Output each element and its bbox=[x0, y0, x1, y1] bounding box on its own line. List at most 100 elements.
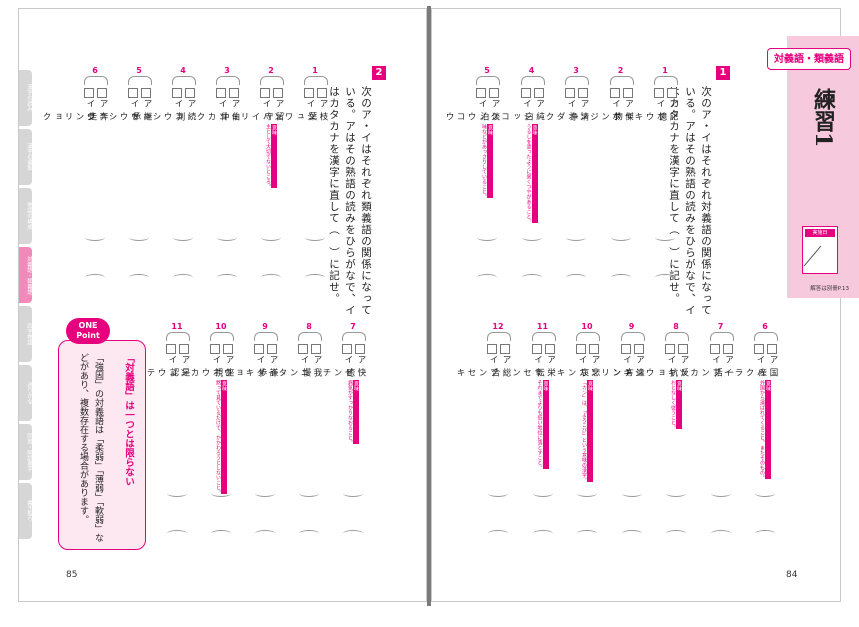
checkbox-icon[interactable] bbox=[767, 344, 777, 354]
checkbox-icon[interactable] bbox=[678, 344, 688, 354]
checkbox-icon[interactable] bbox=[709, 344, 720, 354]
choice-label: イ bbox=[710, 355, 721, 364]
choice-label: ア bbox=[268, 355, 278, 364]
item-number: 1 bbox=[662, 66, 668, 75]
checkbox-icon[interactable] bbox=[620, 344, 631, 354]
checkbox-icon[interactable] bbox=[317, 88, 327, 98]
checkbox-icon[interactable] bbox=[578, 88, 588, 98]
question-item: 12 ア総合 イブンセキ bbox=[455, 322, 511, 532]
checkbox-icon[interactable] bbox=[260, 88, 270, 98]
question-item: 5 ア淡泊 イノウコウ 意味 味などがあっさりしていること。 bbox=[444, 66, 500, 276]
choice-label: イ bbox=[261, 99, 271, 108]
meaning-text: 味などがあっさりしていること。 bbox=[481, 124, 487, 199]
checkbox-icon[interactable] bbox=[84, 88, 94, 98]
side-tab[interactable]: 書き取り bbox=[19, 483, 32, 539]
checkbox-icon[interactable] bbox=[476, 88, 486, 98]
choice-label: イ bbox=[217, 99, 227, 108]
item-number: 6 bbox=[92, 66, 98, 75]
date-box[interactable]: 実施日 bbox=[802, 226, 838, 274]
checkbox-icon[interactable] bbox=[489, 88, 499, 98]
checkbox-icon[interactable] bbox=[622, 88, 633, 98]
katakana-word: カンキ bbox=[555, 368, 587, 378]
checkbox-icon[interactable] bbox=[544, 344, 555, 354]
instruction-line: 次のア・イはそれぞれ類義語の関係になって bbox=[360, 86, 372, 316]
checkbox-icon[interactable] bbox=[166, 344, 176, 354]
side-tab[interactable]: 熟語の構成 bbox=[19, 188, 32, 244]
katakana-word: シュワン bbox=[272, 112, 315, 122]
question-item: 1 ア枝葉 イシュワン bbox=[272, 66, 328, 276]
side-tab[interactable]: 送りがな bbox=[19, 365, 32, 421]
katakana-word: ボンジン bbox=[577, 112, 621, 122]
choice-label: ア bbox=[723, 355, 734, 364]
checkbox-icon[interactable] bbox=[500, 344, 510, 354]
question-item: 9 ア謙歩 イダキョウ bbox=[222, 322, 278, 532]
checkbox-icon[interactable] bbox=[128, 88, 138, 98]
choice-label: ア bbox=[142, 99, 152, 108]
checkbox-icon[interactable] bbox=[179, 344, 189, 354]
checkbox-icon[interactable] bbox=[216, 88, 226, 98]
question-1-number: 1 bbox=[716, 66, 730, 80]
item-number: 9 bbox=[628, 322, 635, 331]
instruction-line: はカタカナを漢字に直して（ ）に記せ。 bbox=[668, 86, 680, 305]
checkbox-icon[interactable] bbox=[722, 344, 733, 354]
checkbox-icon[interactable] bbox=[531, 344, 542, 354]
question-item: 3 ア清浄 イオダク bbox=[544, 66, 589, 276]
instruction-line: 次のア・イはそれぞれ対義語の関係になって bbox=[700, 86, 712, 316]
checkbox-icon[interactable] bbox=[633, 344, 644, 354]
kanji-word: 記憶 bbox=[657, 112, 678, 122]
item-number: 10 bbox=[581, 322, 593, 331]
checkbox-icon[interactable] bbox=[667, 88, 677, 98]
one-point-heading: 「対義語」は一つとは限らない bbox=[123, 353, 134, 486]
instruction-line: いる。アはその熟語の読みをひらがなで、イ bbox=[344, 86, 356, 316]
checkbox-icon[interactable] bbox=[609, 88, 620, 98]
checkbox-icon[interactable] bbox=[565, 88, 575, 98]
checkbox-icon[interactable] bbox=[533, 88, 544, 98]
question-1-instruction: 次のア・イはそれぞれ対義語の関係になって いる。アはその熟語の読みをひらがなで、… bbox=[666, 86, 714, 356]
side-tab[interactable]: 対義語・類義語 bbox=[19, 247, 32, 303]
checkbox-icon[interactable] bbox=[267, 344, 277, 354]
item-bracket bbox=[609, 76, 634, 85]
checkbox-icon[interactable] bbox=[754, 344, 764, 354]
checkbox-icon[interactable] bbox=[273, 88, 283, 98]
item-number: 3 bbox=[573, 66, 579, 75]
checkbox-icon[interactable] bbox=[172, 88, 182, 98]
side-tab[interactable]: 漢字の読み bbox=[19, 70, 32, 126]
checkbox-icon[interactable] bbox=[185, 88, 195, 98]
checkbox-icon[interactable] bbox=[520, 88, 531, 98]
checkbox-icon[interactable] bbox=[311, 344, 321, 354]
item-bracket bbox=[565, 76, 589, 85]
side-tab[interactable]: 漢字の書取 bbox=[19, 129, 32, 185]
item-bracket bbox=[754, 332, 778, 341]
meaning-note: 意味 味などがあっさりしていること。 bbox=[481, 124, 493, 199]
choice-label: イ bbox=[299, 355, 309, 364]
katakana-word: サセン bbox=[510, 368, 543, 378]
checkbox-icon[interactable] bbox=[589, 344, 599, 354]
checkbox-icon[interactable] bbox=[254, 344, 264, 354]
checkbox-icon[interactable] bbox=[141, 88, 151, 98]
checkbox-icon[interactable] bbox=[97, 88, 107, 98]
choice-label: ア bbox=[312, 355, 322, 364]
side-tab[interactable]: 同音・同訓異字 bbox=[19, 424, 32, 480]
checkbox-icon[interactable] bbox=[229, 88, 239, 98]
item-number: 11 bbox=[171, 322, 183, 331]
checkbox-icon[interactable] bbox=[298, 344, 308, 354]
checkbox-icon[interactable] bbox=[223, 344, 233, 354]
checkbox-icon[interactable] bbox=[355, 344, 365, 354]
katakana-word: ボウキャク bbox=[611, 112, 665, 122]
checkbox-icon[interactable] bbox=[665, 344, 675, 354]
katakana-word: ボウカン bbox=[178, 368, 221, 378]
checkbox-icon[interactable] bbox=[342, 344, 352, 354]
item-bracket bbox=[304, 76, 328, 85]
katakana-word: ハクライ bbox=[722, 368, 765, 378]
question-2-number: 2 bbox=[372, 66, 386, 80]
katakana-word: ブンカツ bbox=[677, 368, 721, 378]
checkbox-icon[interactable] bbox=[576, 344, 586, 354]
checkbox-icon[interactable] bbox=[487, 344, 497, 354]
side-tab[interactable]: 四字熟語 bbox=[19, 306, 32, 362]
instruction-line: はカタカナを漢字に直して（ ）に記せ。 bbox=[328, 86, 340, 305]
meaning-note: 意味 外国から運ばれてくること。またそのもの。 bbox=[759, 380, 771, 480]
checkbox-icon[interactable] bbox=[210, 344, 220, 354]
choice-label: イ bbox=[488, 355, 498, 364]
checkbox-icon[interactable] bbox=[304, 88, 314, 98]
checkbox-icon[interactable] bbox=[654, 88, 664, 98]
